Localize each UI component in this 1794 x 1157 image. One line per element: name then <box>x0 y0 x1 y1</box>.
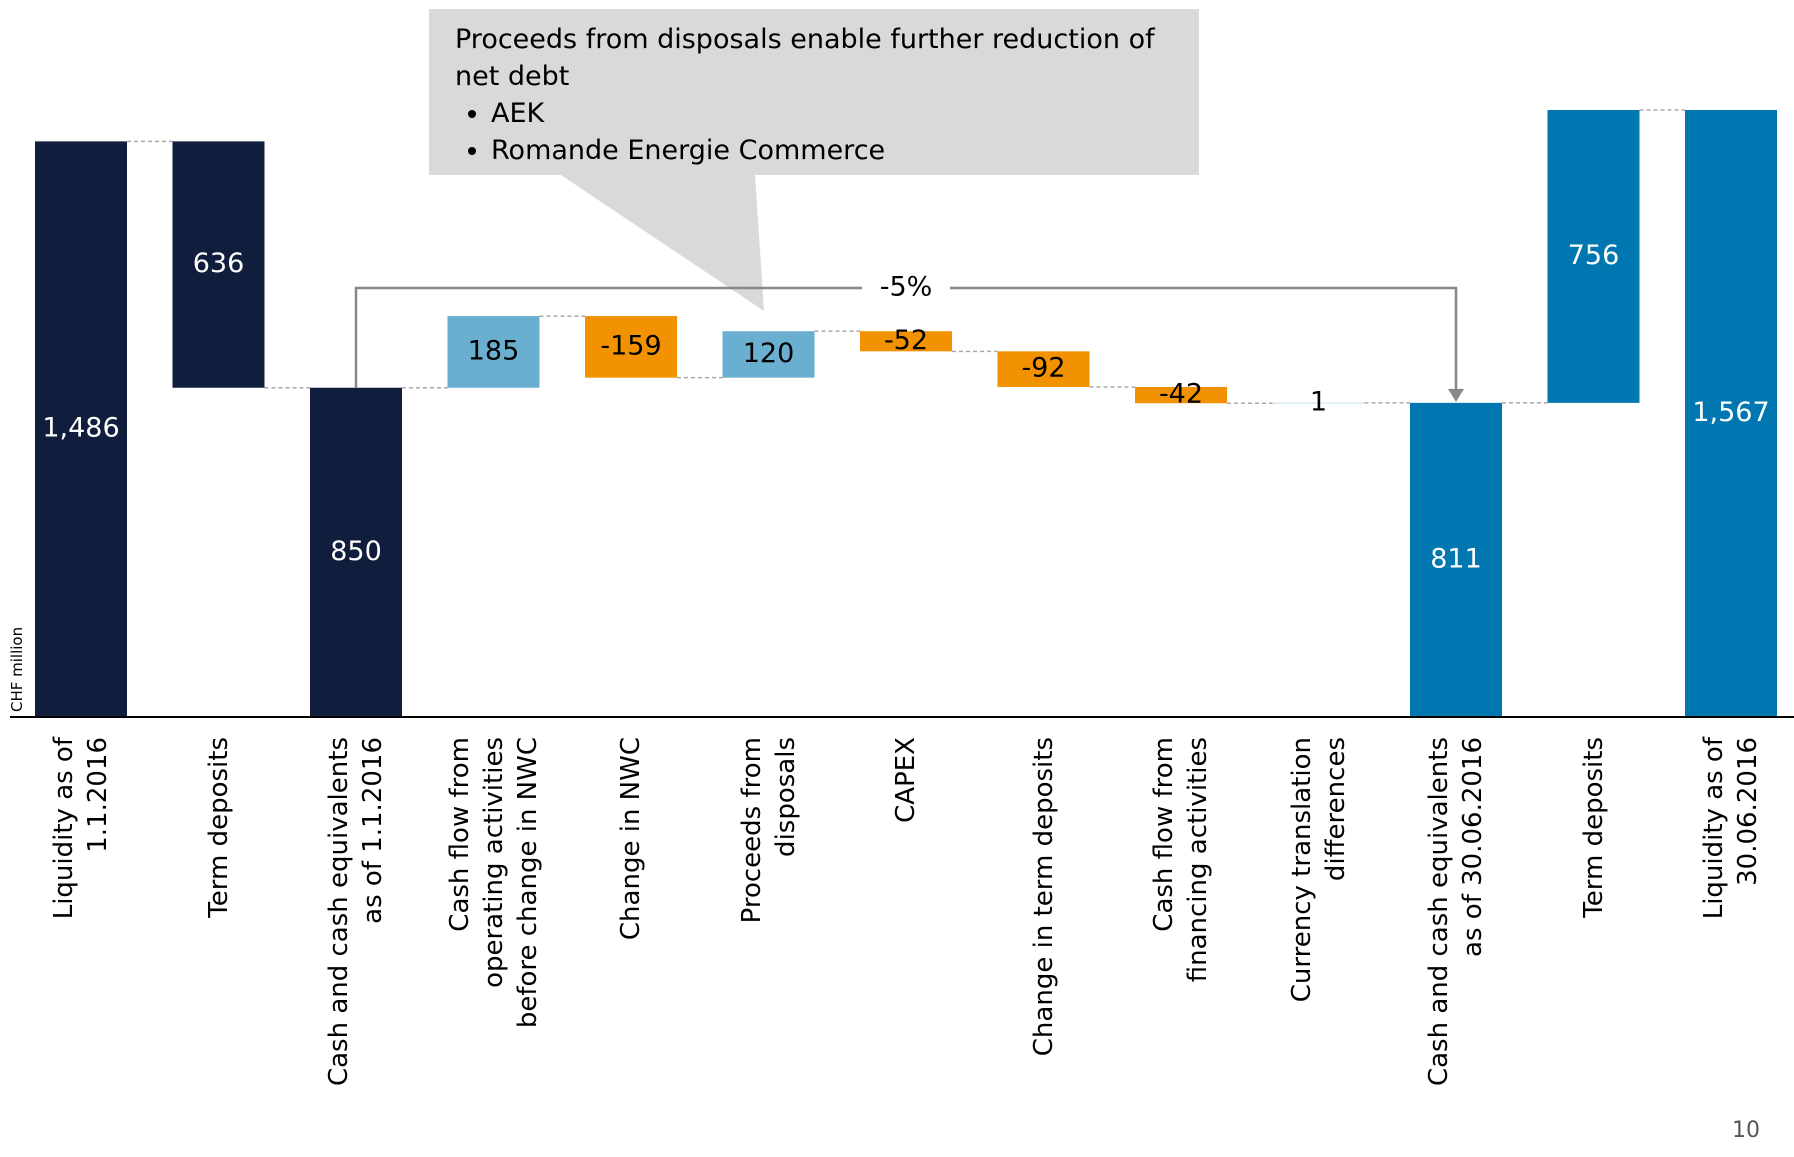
value-label: 1,567 <box>1692 397 1769 428</box>
x-tick-label: Cash flow from operating activities befo… <box>443 737 545 1157</box>
page: 1,486 636 850 185 -159 120 -52 -92 -42 1 811 756 1,5… <box>0 0 1794 1130</box>
value-label: 756 <box>1568 240 1620 271</box>
value-label: -42 <box>1159 379 1203 410</box>
callout-pointer <box>561 175 764 311</box>
value-label: 636 <box>193 248 245 279</box>
x-tick-label: Currency translation differences <box>1285 737 1353 1157</box>
x-tick-label: Term deposits <box>202 737 236 1157</box>
value-label: 120 <box>743 338 795 369</box>
callout-bullet: AEK <box>491 95 1173 132</box>
value-label: -159 <box>600 330 661 361</box>
x-tick-label: Change in NWC <box>614 737 648 1157</box>
value-label: -52 <box>884 325 928 356</box>
x-tick-label: Proceeds from disposals <box>735 737 803 1157</box>
value-label: 850 <box>330 536 382 567</box>
value-label: 1 <box>1310 387 1327 418</box>
callout-text: Proceeds from disposals enable further r… <box>455 21 1173 95</box>
value-label: -92 <box>1021 353 1065 384</box>
x-tick-label: Cash and cash equivalents as of 1.1.2016 <box>322 737 390 1157</box>
x-tick-label: Liquidity as of 1.1.2016 <box>47 737 115 1157</box>
y-axis-label: CHF million <box>8 627 26 712</box>
value-label: 1,486 <box>42 413 119 444</box>
x-tick-label: Cash flow from financing activities <box>1147 737 1215 1157</box>
x-tick-label: Liquidity as of 30.06.2016 <box>1697 737 1765 1157</box>
bracket-arrow <box>1448 389 1464 402</box>
callout: Proceeds from disposals enable further r… <box>429 9 1199 175</box>
value-label: 185 <box>468 335 520 366</box>
x-tick-label: Change in term deposits <box>1027 737 1061 1157</box>
x-tick-label: CAPEX <box>889 737 923 1157</box>
x-tick-label: Term deposits <box>1577 737 1611 1157</box>
bracket-label: -5% <box>880 272 933 303</box>
value-label: 811 <box>1430 543 1482 574</box>
callout-bullets: AEK Romande Energie Commerce <box>455 95 1173 169</box>
callout-bullet: Romande Energie Commerce <box>491 132 1173 169</box>
x-tick-label: Cash and cash equivalents as of 30.06.20… <box>1422 737 1490 1157</box>
